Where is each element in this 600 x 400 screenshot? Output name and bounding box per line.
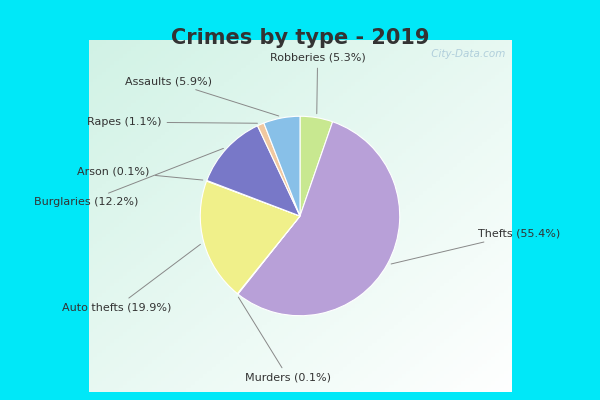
Wedge shape [206, 180, 300, 216]
Wedge shape [207, 126, 300, 216]
Text: Burglaries (12.2%): Burglaries (12.2%) [34, 148, 223, 207]
Text: Murders (0.1%): Murders (0.1%) [238, 297, 331, 383]
Wedge shape [264, 116, 300, 216]
Wedge shape [257, 123, 300, 216]
Text: Assaults (5.9%): Assaults (5.9%) [125, 76, 279, 116]
Wedge shape [200, 181, 300, 294]
Wedge shape [238, 216, 300, 294]
Text: Robberies (5.3%): Robberies (5.3%) [270, 53, 365, 114]
Text: Arson (0.1%): Arson (0.1%) [77, 166, 203, 180]
Text: Auto thefts (19.9%): Auto thefts (19.9%) [62, 244, 200, 312]
Text: Crimes by type - 2019: Crimes by type - 2019 [171, 28, 429, 48]
Text: City-Data.com: City-Data.com [428, 49, 505, 59]
Text: Rapes (1.1%): Rapes (1.1%) [87, 117, 257, 127]
Text: Thefts (55.4%): Thefts (55.4%) [391, 228, 560, 264]
Wedge shape [300, 116, 332, 216]
Wedge shape [238, 122, 400, 316]
